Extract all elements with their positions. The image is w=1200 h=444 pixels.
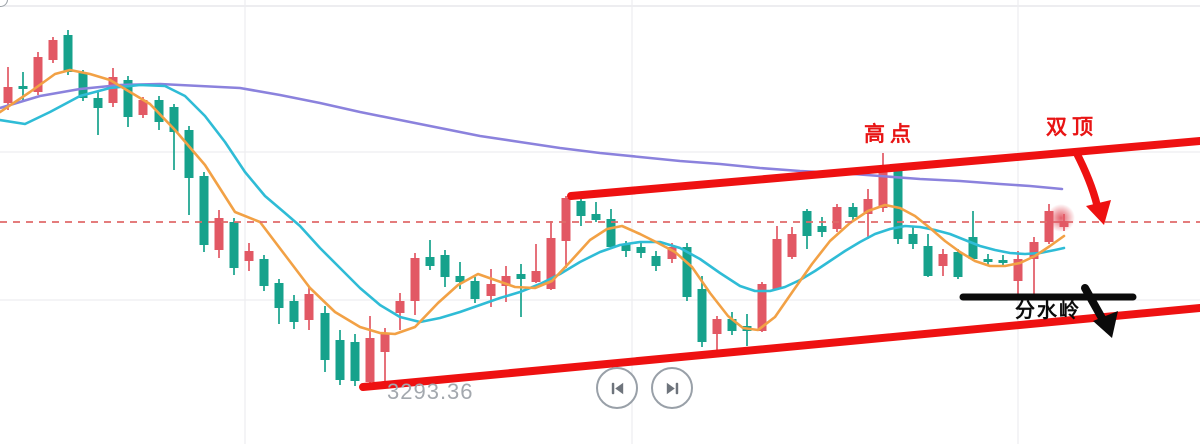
candle-body [48, 40, 58, 60]
candle-body [395, 301, 405, 313]
candle-body [727, 319, 737, 331]
candle-body [214, 218, 224, 250]
candle-body [908, 234, 918, 244]
candle-body [636, 247, 646, 253]
candle-body [244, 251, 254, 261]
candle-body [289, 301, 299, 322]
candle-body [304, 294, 314, 320]
candle-body [621, 244, 631, 251]
double-top-label: 双顶 [1046, 115, 1098, 139]
candle-body [1029, 242, 1039, 259]
candle-body [712, 319, 722, 334]
candle-body [606, 219, 616, 247]
candle-body [682, 247, 692, 297]
candle-body [123, 80, 133, 117]
lower-trendline [359, 304, 1200, 391]
candle-body [33, 57, 43, 92]
low-price-label: 3293.36 [387, 379, 474, 404]
candle-body [199, 176, 209, 245]
candle-body [1044, 211, 1054, 242]
candle-body [63, 35, 73, 72]
candle-body [546, 238, 556, 289]
candle-body [274, 283, 284, 308]
ma-fast-orange-line [0, 68, 1066, 336]
skip-back-button[interactable] [596, 367, 638, 409]
ma-slow-purple-line [0, 82, 1064, 191]
candle-body [968, 237, 978, 259]
candle-body [486, 284, 496, 296]
candle-body [501, 276, 511, 286]
high-point-label: 高点 [864, 122, 916, 146]
candle-body [697, 289, 707, 342]
candle-body [455, 276, 465, 282]
black-arrow-shaft [1081, 284, 1107, 324]
skip-forward-icon [663, 379, 682, 398]
candle-body [380, 334, 390, 352]
candle-body [863, 199, 873, 214]
candle-body [591, 214, 601, 220]
candle-body [576, 201, 586, 216]
candle-body [667, 247, 677, 259]
red-arrow-head [1086, 200, 1111, 225]
candle-body [832, 207, 842, 229]
ma-mid-cyan-line [0, 83, 1066, 324]
candle-body [802, 211, 812, 236]
candle-body [320, 313, 330, 360]
upper-trendline [567, 137, 1200, 200]
candle-body [138, 100, 148, 115]
candle-body [817, 226, 827, 232]
candle-body [516, 274, 526, 279]
candle-body [923, 246, 933, 276]
candle-body [410, 258, 420, 301]
candle-body [365, 338, 375, 382]
candle-body [78, 73, 88, 98]
skip-back-icon [608, 379, 627, 398]
candle-body [1013, 259, 1023, 281]
candle-body [651, 256, 661, 266]
candle-body [425, 257, 435, 266]
candle-body [531, 271, 541, 282]
black-arrow-head [1093, 311, 1118, 338]
candle-body [184, 130, 194, 178]
candle-body [3, 87, 13, 103]
watershed-label: 分水岭 [1015, 300, 1081, 322]
candle-body [983, 259, 993, 262]
candle-body [878, 168, 888, 208]
candle-body [470, 281, 480, 299]
candle-body [848, 207, 858, 217]
candle-body [108, 77, 118, 103]
candle-body [93, 98, 103, 108]
candle-body [772, 239, 782, 289]
candle-body [169, 107, 179, 132]
candle-body [757, 284, 767, 331]
candle-body [893, 171, 903, 239]
candle-body [998, 260, 1008, 263]
candle-body [335, 340, 345, 380]
candle-body [440, 255, 450, 277]
candle-body [154, 100, 164, 122]
glow-marker [1047, 204, 1075, 232]
candle-body [953, 252, 963, 277]
candle-body [787, 234, 797, 257]
red-arrow-shaft [1072, 148, 1101, 209]
candle-body [229, 222, 239, 268]
skip-forward-button[interactable] [651, 367, 693, 409]
candle-body [561, 198, 571, 241]
candle-body [18, 86, 28, 89]
candle-body [350, 342, 360, 381]
candle-body [938, 254, 948, 266]
candle-body [259, 259, 269, 286]
